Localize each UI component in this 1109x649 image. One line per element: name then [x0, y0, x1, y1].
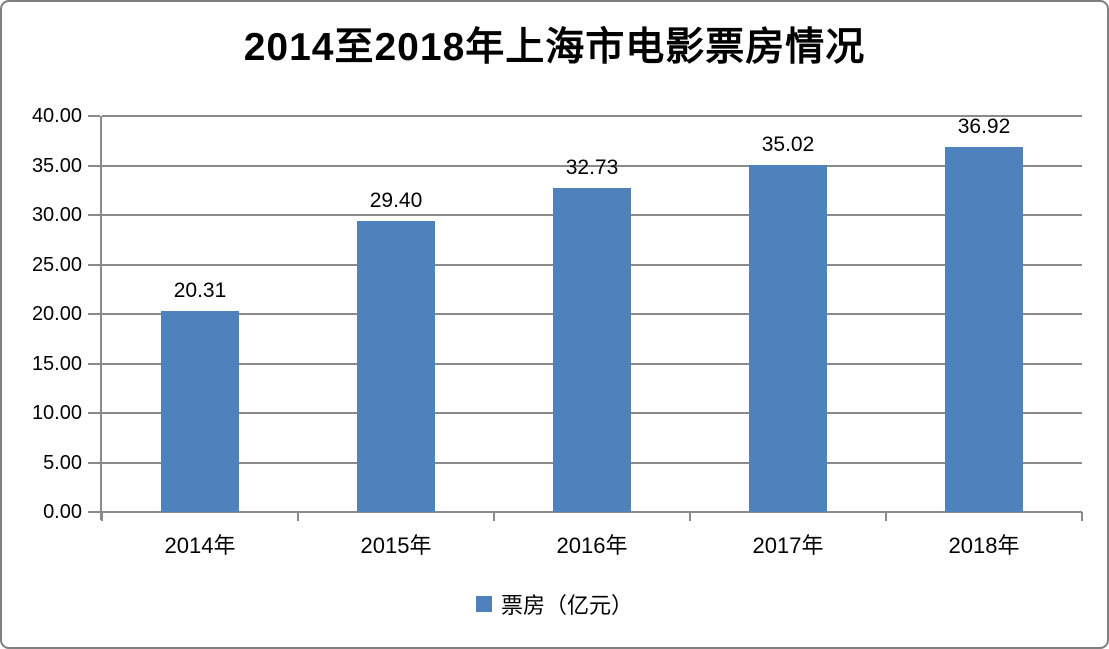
bar-value-label: 32.73	[565, 155, 619, 179]
y-tick	[88, 362, 100, 365]
chart-title: 2014至2018年上海市电影票房情况	[243, 26, 866, 69]
y-tick	[88, 214, 100, 216]
y-tick-label: 10.00	[31, 402, 82, 424]
x-axis-ticks	[101, 512, 1083, 521]
plot-area: 20.31 29.40 32.73 35.02 36.92	[100, 114, 1082, 520]
x-axis-label: 2014年	[164, 533, 236, 558]
bar-2015年	[357, 220, 435, 512]
legend-series-marker-icon	[475, 596, 492, 612]
bar-cell: 36.92	[886, 114, 1082, 512]
x-tick	[885, 512, 887, 521]
y-tick-label: 15.00	[31, 352, 82, 375]
bar-2018年	[945, 146, 1023, 512]
y-tick	[88, 115, 100, 117]
y-tick	[88, 164, 100, 167]
bar-value-label: 36.92	[957, 114, 1011, 138]
x-tick	[101, 512, 103, 521]
x-tick	[493, 512, 495, 521]
y-tick-label: 30.00	[31, 204, 82, 226]
gridline	[102, 164, 1082, 167]
y-tick	[88, 313, 100, 315]
bar-cell: 35.02	[690, 116, 886, 512]
x-axis-label: 2018年	[948, 533, 1020, 558]
x-tick	[297, 512, 299, 521]
x-axis-label: 2015年	[360, 533, 432, 558]
y-tick-label: 0.00	[43, 501, 82, 523]
bar-2014年	[161, 310, 239, 512]
x-axis-label: 2017年	[752, 533, 824, 558]
bars-row: 20.31 29.40 32.73 35.02 36.92	[102, 114, 1082, 512]
x-tick	[1081, 512, 1083, 521]
bar-cell: 29.40	[298, 116, 494, 512]
y-tick-label: 40.00	[31, 105, 82, 127]
y-tick-label: 20.00	[31, 303, 82, 325]
bar-2016年	[553, 187, 631, 512]
y-axis-labels: 0.00 5.00 10.00 15.00 20.00 25.00 30.00 35.00 40…	[2, 105, 82, 523]
x-axis-labels: 2014年 2015年 2016年 2017年 2018年	[102, 528, 1082, 560]
y-tick-label: 5.00	[43, 451, 82, 474]
gridline	[102, 115, 1082, 117]
y-tick	[88, 461, 100, 464]
y-tick-label: 25.00	[31, 253, 82, 276]
bar-value-label: 29.40	[369, 188, 423, 212]
x-tick	[689, 512, 691, 521]
y-tick	[88, 263, 100, 266]
legend: 票房（亿元）	[2, 588, 1107, 620]
bar-2017年	[749, 165, 827, 512]
y-tick	[88, 511, 100, 513]
y-axis-ticks	[88, 115, 102, 513]
legend-label: 票房（亿元）	[500, 593, 633, 618]
y-axis-line	[100, 116, 102, 520]
gridline	[102, 511, 1082, 513]
bar-cell: 32.73	[494, 116, 690, 512]
bar-cell: 20.31	[102, 116, 298, 512]
x-axis-label: 2016年	[556, 533, 628, 558]
bar-value-label: 20.31	[173, 278, 227, 302]
y-tick-label: 35.00	[31, 154, 82, 177]
bar-value-label: 35.02	[761, 133, 815, 157]
y-tick	[88, 412, 100, 414]
